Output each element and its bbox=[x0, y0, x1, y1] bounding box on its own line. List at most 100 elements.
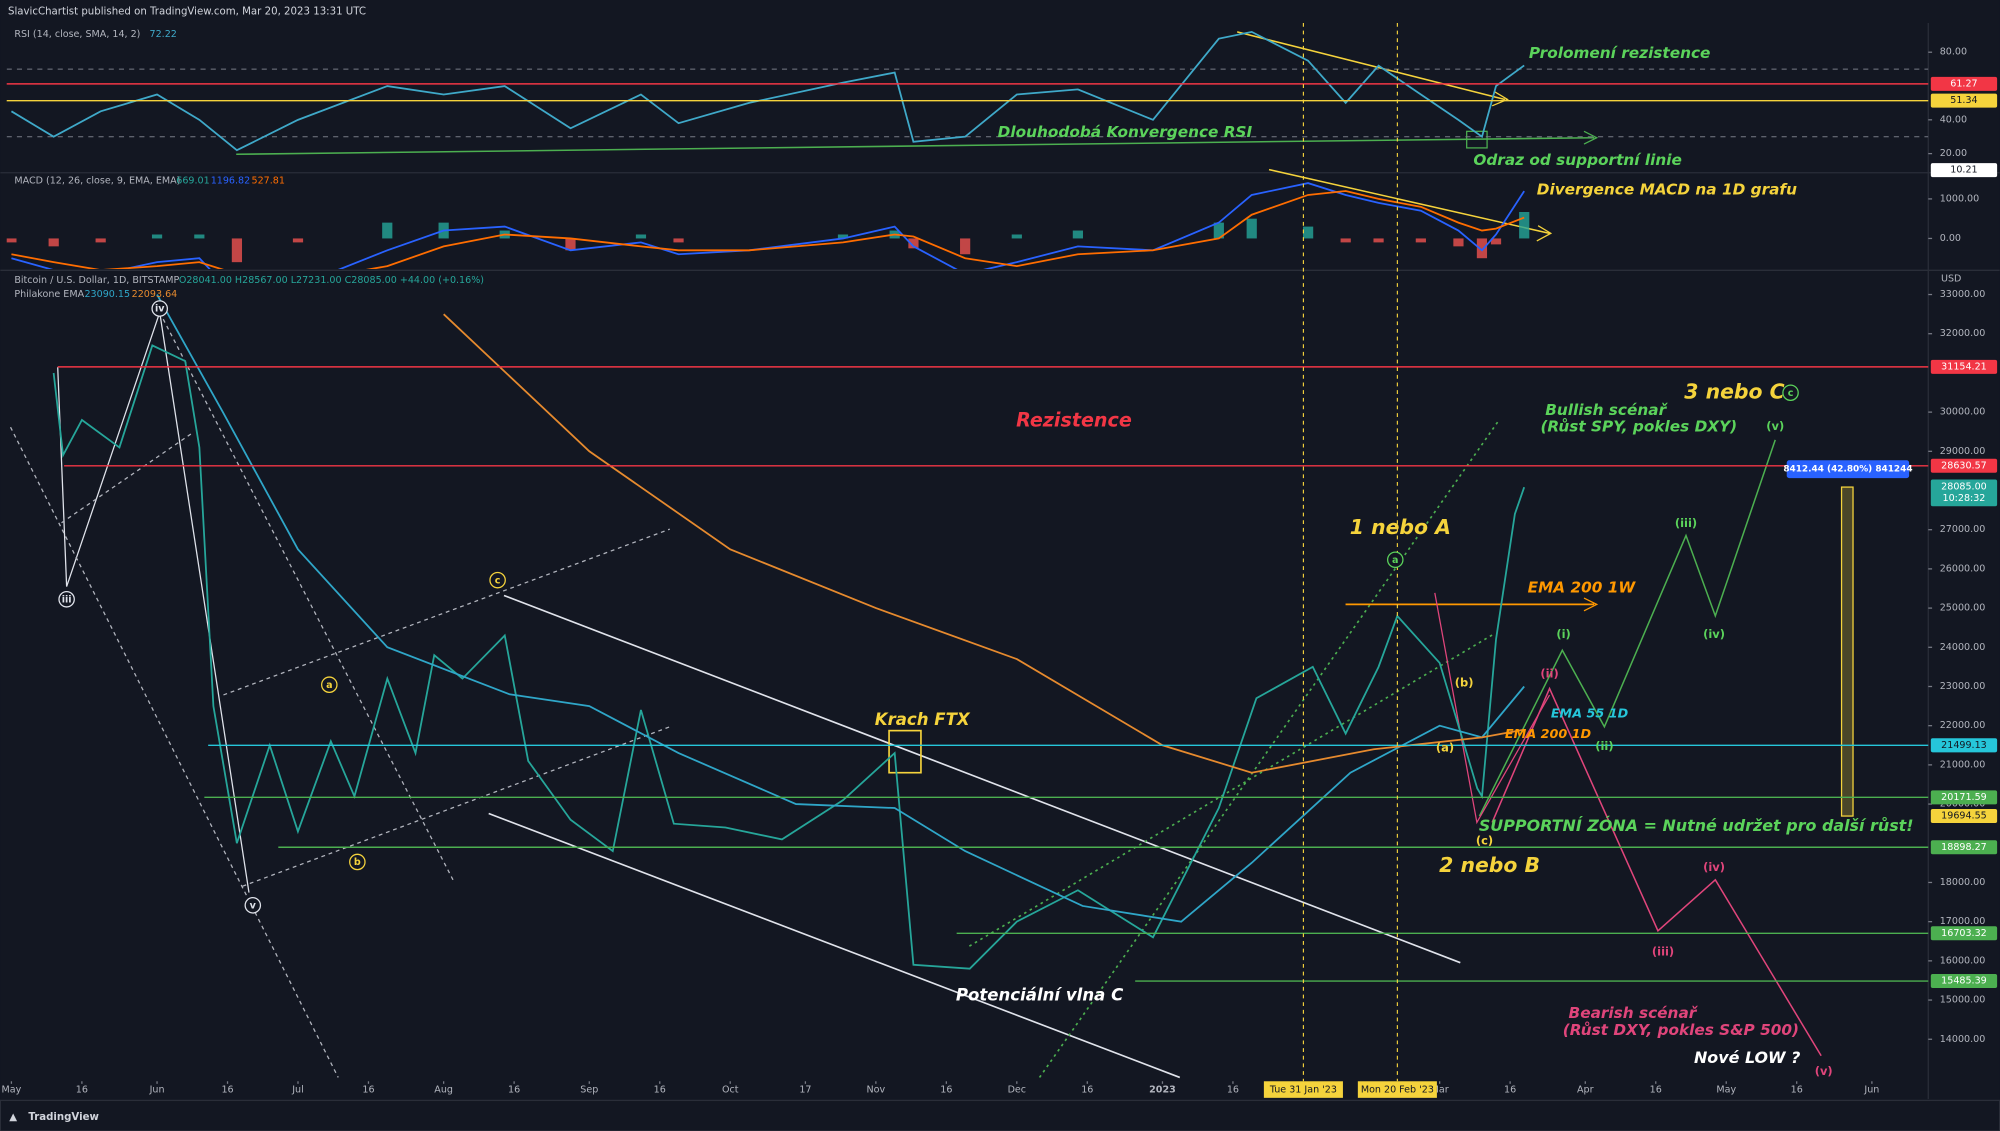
indicator-value: 23090.15 bbox=[84, 289, 130, 300]
annotation: Potenciální vlna C bbox=[956, 985, 1123, 1004]
histogram-bar bbox=[95, 238, 106, 243]
x-tick-label: 16 bbox=[362, 1085, 374, 1096]
series-line bbox=[156, 294, 1525, 923]
x-tick-label: Dec bbox=[1008, 1085, 1026, 1096]
rsi-value: 72.22 bbox=[150, 29, 177, 40]
price-tag bbox=[1930, 809, 1998, 824]
x-tick-label: Sep bbox=[580, 1085, 598, 1096]
date-box-label: Mon 20 Feb '23 bbox=[1361, 1085, 1434, 1096]
wave-label: (iii) bbox=[1652, 944, 1674, 958]
x-tick-label: Jul bbox=[291, 1085, 304, 1096]
y-tick-label: 15000.00 bbox=[1940, 995, 1986, 1006]
series-label: EMA 200 1D bbox=[1505, 727, 1592, 742]
histogram-bar bbox=[1072, 230, 1083, 239]
histogram-bar bbox=[151, 234, 163, 239]
y-tick-label: 25000.00 bbox=[1940, 603, 1986, 614]
price-tag bbox=[1930, 840, 1998, 855]
y-tick-label: 30000.00 bbox=[1940, 407, 1986, 418]
y-tick-label: 27000.00 bbox=[1940, 524, 1986, 535]
price-tag bbox=[1930, 163, 1998, 178]
x-tick-label: Mar bbox=[1431, 1085, 1449, 1096]
price-tag-label: 10.21 bbox=[1950, 165, 1977, 176]
price-tag bbox=[1930, 926, 1998, 941]
price-tag-label: 28630.57 bbox=[1941, 460, 1987, 471]
annotation: SUPPORTNÍ ZÓNA = Nutné udržet pro další … bbox=[1479, 816, 1914, 835]
price-tag bbox=[1930, 359, 1998, 374]
wave-label: c bbox=[495, 575, 501, 586]
annotation: 8412.44 (42.80%) 841244 bbox=[1783, 465, 1912, 475]
macd-value: 527.81 bbox=[252, 176, 285, 187]
histogram-bar bbox=[48, 238, 59, 247]
annotation: 3 nebo C bbox=[1684, 380, 1784, 404]
current-price-label: 28085.00 bbox=[1941, 482, 1987, 493]
histogram-bar bbox=[1373, 238, 1384, 243]
annotation: (Růst DXY, pokles S&P 500) bbox=[1563, 1021, 1799, 1039]
highlight-box bbox=[1466, 130, 1488, 149]
histogram-bar bbox=[837, 234, 849, 239]
price-tag bbox=[1930, 738, 1998, 753]
series-line bbox=[11, 190, 1525, 270]
x-tick-label: Nov bbox=[867, 1085, 886, 1096]
x-tick-label: 16 bbox=[654, 1085, 666, 1096]
price-tag-label: 21499.13 bbox=[1941, 740, 1987, 751]
date-box-label: Tue 31 Jan '23 bbox=[1269, 1085, 1337, 1096]
header: SlavicChartist published on TradingView.… bbox=[8, 6, 366, 17]
wave-path bbox=[1434, 592, 1551, 825]
wave-label: b bbox=[354, 857, 361, 868]
annotation: Odraz od supportní linie bbox=[1473, 151, 1682, 169]
histogram-bar bbox=[231, 238, 243, 263]
y-tick-label: 1000.00 bbox=[1940, 193, 1979, 204]
histogram-bar bbox=[565, 238, 576, 251]
channel-line bbox=[488, 812, 1181, 1079]
wave-label: (c) bbox=[1476, 833, 1493, 847]
x-tick-label: 17 bbox=[799, 1085, 811, 1096]
x-tick-label: Aug bbox=[434, 1085, 453, 1096]
price-tag-label: 15485.39 bbox=[1941, 976, 1987, 987]
y-tick-label: 80.00 bbox=[1940, 47, 1967, 58]
histogram-bar bbox=[1453, 238, 1464, 247]
x-tick-label: 16 bbox=[1650, 1085, 1662, 1096]
price-tag-label: 19694.55 bbox=[1941, 811, 1987, 822]
y-tick-label: 32000.00 bbox=[1940, 328, 1986, 339]
panel bbox=[6, 30, 1929, 152]
histogram-bar bbox=[960, 238, 971, 255]
histogram-bar bbox=[1340, 238, 1351, 243]
x-tick-label: Apr bbox=[1577, 1085, 1594, 1096]
x-tick-label: 16 bbox=[940, 1085, 952, 1096]
histogram-bar bbox=[1213, 222, 1224, 239]
wave-label: (b) bbox=[1455, 675, 1474, 689]
wave-label: (iv) bbox=[1703, 627, 1725, 641]
y-tick-label: 20.00 bbox=[1940, 148, 1967, 159]
date-box bbox=[1357, 1081, 1437, 1098]
wave-label: a bbox=[326, 680, 332, 691]
annotation: Dlouhodobá Konvergence RSI bbox=[998, 123, 1253, 141]
x-tick-label: Oct bbox=[722, 1085, 739, 1096]
y-tick-label: 16000.00 bbox=[1940, 955, 1986, 966]
dashed-line bbox=[9, 426, 339, 1078]
annotation: Bullish scénař bbox=[1545, 401, 1668, 419]
trend-line bbox=[1236, 31, 1506, 101]
y-tick-label: 18000.00 bbox=[1940, 877, 1986, 888]
wave-circle bbox=[349, 853, 366, 871]
highlight-box bbox=[888, 729, 922, 774]
indicator-value: 22093.64 bbox=[132, 289, 178, 300]
annotation: 2 nebo B bbox=[1439, 853, 1540, 877]
price-tag-label: 16703.32 bbox=[1941, 928, 1987, 939]
wave-circle bbox=[489, 571, 506, 589]
series-line bbox=[443, 313, 1525, 774]
x-tick-label: 2023 bbox=[1149, 1085, 1176, 1096]
annotation: Rezistence bbox=[1016, 408, 1132, 431]
series-label: EMA 55 1D bbox=[1551, 707, 1629, 722]
wave-label: (v) bbox=[1766, 419, 1784, 433]
footer-logo: ▲ bbox=[9, 1112, 17, 1123]
histogram-bar bbox=[1476, 238, 1488, 259]
histogram-bar bbox=[1303, 226, 1314, 239]
wave-label: a bbox=[1392, 555, 1398, 566]
histogram-bar bbox=[1415, 238, 1426, 243]
wave-circle bbox=[244, 897, 262, 914]
wave-label: (v) bbox=[1815, 1064, 1833, 1078]
bullish-path bbox=[1478, 439, 1776, 817]
wave-label: c bbox=[1788, 388, 1794, 399]
y-tick-label: 29000.00 bbox=[1940, 446, 1986, 457]
